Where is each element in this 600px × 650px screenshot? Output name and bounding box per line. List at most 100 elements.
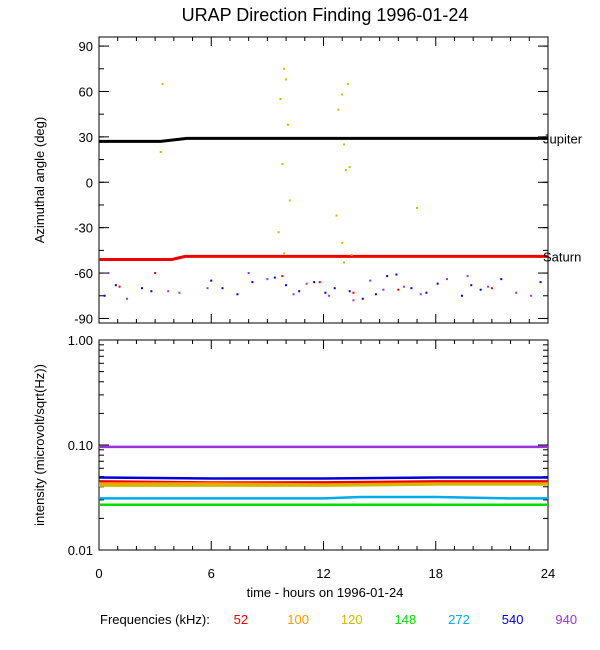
scatter-point-540: [298, 290, 301, 293]
scatter-point-120: [159, 151, 162, 154]
scatter-point-940: [178, 291, 181, 294]
scatter-point-52: [154, 272, 157, 275]
scatter-point-120: [277, 231, 280, 234]
scatter-point-540: [539, 281, 542, 284]
scatter-point-940: [247, 272, 250, 275]
plot-frame: [98, 339, 549, 551]
line-label-saturn: Saturn: [543, 249, 581, 264]
legend-entry-100: 100: [287, 612, 309, 627]
legend-entry-120: 120: [340, 612, 363, 627]
frequency-legend: Frequencies (kHz): 52 100 120 148 272 54…: [100, 612, 600, 630]
intensity-panel: 1.00 0.10 0.01 intensity (microvolt/sqrt(Hz…: [32, 333, 549, 558]
scatter-point-52: [397, 288, 400, 291]
scatter-point-940: [107, 272, 110, 275]
y-tick-label: -90: [74, 311, 93, 326]
scatter-point-120: [281, 163, 284, 166]
scatter-point-120: [286, 123, 289, 126]
scatter-point-540: [348, 290, 351, 293]
scatter-point-940: [305, 282, 308, 285]
scatter-point-940: [445, 278, 448, 281]
legend-label: Frequencies (kHz):: [100, 612, 210, 627]
y-tick-label: 90: [79, 39, 93, 54]
scatter-point-540: [150, 290, 153, 293]
y-tick-label: 0.01: [68, 543, 93, 558]
line-saturn: [99, 254, 548, 261]
scatter-point-540: [313, 281, 316, 284]
scatter-point-52: [490, 287, 493, 290]
scatter-point-120: [285, 78, 288, 81]
x-tick-label: 12: [316, 566, 330, 581]
scatter-point-540: [285, 284, 288, 287]
scatter-point-540: [333, 287, 336, 290]
scatter-point-52: [281, 275, 284, 278]
x-tick-label: 6: [208, 566, 215, 581]
line-label-jupiter: Jupiter: [543, 131, 583, 146]
series-line-272: [99, 495, 548, 500]
scatter-point-120: [343, 143, 346, 146]
scatter-point-120: [341, 93, 344, 96]
scatter-point-540: [210, 279, 213, 282]
x-axis-label: time - hours on 1996-01-24: [247, 585, 404, 600]
scatter-point-540: [386, 275, 389, 278]
scatter-point-540: [103, 294, 106, 297]
legend-entry-272: 272: [448, 612, 470, 627]
y-tick-label: 60: [79, 84, 93, 99]
scatter-point-940: [126, 297, 129, 300]
scatter-point-540: [425, 291, 428, 294]
scatter-point-540: [500, 278, 503, 281]
scatter-point-540: [273, 276, 276, 279]
x-tick-label: 0: [95, 566, 102, 581]
scatter-point-540: [436, 282, 439, 285]
scatter-point-940: [382, 288, 385, 291]
chart-title: URAP Direction Finding 1996-01-24: [182, 5, 469, 25]
scatter-point-120: [335, 214, 338, 217]
series-line-120: [99, 483, 548, 487]
scatter-point-940: [515, 291, 518, 294]
plot-frame: [98, 36, 549, 324]
scatter-point-120: [343, 261, 346, 264]
series-line-540: [98, 476, 548, 480]
y-tick-label: 0.10: [68, 438, 93, 453]
legend-entry-148: 148: [394, 612, 417, 627]
scatter-point-940: [266, 278, 269, 281]
scatter-point-540: [374, 293, 377, 296]
scatter-point-540: [479, 288, 482, 291]
scatter-point-52: [352, 291, 355, 294]
scatter-point-940: [292, 293, 295, 296]
scatter-point-540: [324, 291, 327, 294]
scatter-point-120: [346, 82, 349, 85]
scatter-point-540: [361, 297, 364, 300]
scatter-point-120: [416, 206, 419, 209]
scatter-point-940: [352, 299, 355, 302]
scatter-point-120: [344, 169, 347, 172]
scatter-point-120: [341, 241, 344, 244]
y-tick-label: 0: [86, 175, 93, 190]
y-tick-label: 30: [79, 130, 93, 145]
scatter-point-540: [395, 273, 398, 276]
scatter-point-120: [283, 252, 286, 255]
y-axis-label: Azimuthal angle (deg): [32, 117, 47, 243]
legend-entry-52: 52: [233, 612, 249, 627]
scatter-point-940: [466, 275, 469, 278]
y-tick-label: -60: [74, 266, 93, 281]
scatter-point-940: [419, 293, 422, 296]
scatter-point-940: [167, 290, 170, 293]
scatter-point-540: [251, 281, 254, 284]
x-tick-labels: 0 6 12 18 24: [95, 566, 555, 581]
scatter-point-540: [460, 294, 463, 297]
scatter-point-940: [402, 285, 405, 288]
scatter-point-540: [470, 284, 473, 287]
y-tick-label: 1.00: [68, 333, 93, 348]
scatter-point-540: [221, 287, 224, 290]
legend-entry-940: 940: [555, 612, 578, 627]
scatter-point-120: [337, 108, 340, 111]
scatter-point-940: [487, 285, 490, 288]
scatter-point-52: [318, 281, 321, 284]
scatter-point-120: [288, 199, 291, 202]
scatter-point-940: [369, 279, 372, 282]
azimuth-panel: 90 60 30 0 -30 -60 -90 Azimuthal angle (deg) Jup…: [32, 36, 583, 326]
x-tick-label: 18: [429, 566, 443, 581]
scatter-point-940: [206, 287, 209, 290]
scatter-point-120: [161, 82, 164, 85]
